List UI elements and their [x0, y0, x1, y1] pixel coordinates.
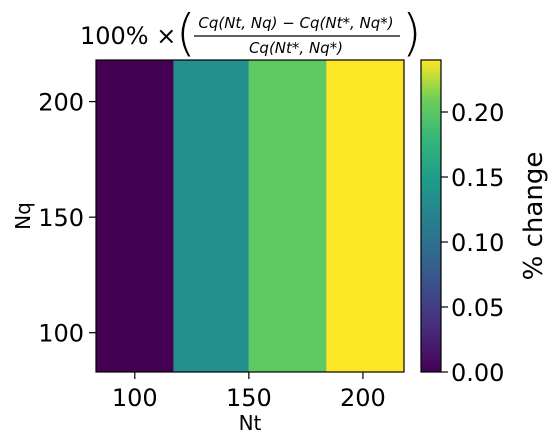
title-denominator: Cq(Nt*, Nq*) [249, 39, 343, 57]
colorbar [420, 59, 442, 373]
x-axis-ticks: 100 150 200 [112, 372, 386, 412]
x-tick-label: 200 [340, 384, 386, 412]
heatmap-cell-3 [326, 60, 404, 372]
heatmap-cell-2 [248, 60, 327, 372]
y-tick-label: 100 [38, 320, 84, 348]
plot-frame [95, 59, 405, 373]
x-axis-label: Nt [239, 411, 262, 435]
x-tick-label: 150 [226, 384, 272, 412]
colorbar-tick-label: 0.20 [451, 99, 504, 127]
chart-title: 100% × ( Cq(Nt, Nq) − Cq(Nt*, Nq*) Cq(Nt… [80, 4, 422, 62]
colorbar-label: % change [519, 152, 549, 281]
colorbar-tick-label: 0.00 [451, 359, 504, 387]
heatmap-cell-0 [96, 60, 174, 372]
colorbar-tick-label: 0.05 [451, 294, 504, 322]
title-right-paren: ) [402, 4, 422, 62]
y-tick-label: 150 [38, 204, 84, 232]
colorbar-tick-label: 0.15 [451, 164, 504, 192]
title-left-paren: ( [176, 4, 196, 62]
heatmap-cells [96, 60, 404, 372]
heatmap-cell-1 [173, 60, 249, 372]
title-prefix: 100% × [80, 22, 176, 50]
x-tick-label: 100 [112, 384, 158, 412]
y-axis-ticks: 100 150 200 [38, 89, 96, 348]
title-numerator: Cq(Nt, Nq) − Cq(Nt*, Nq*) [198, 14, 393, 32]
y-tick-label: 200 [38, 89, 84, 117]
colorbar-tick-label: 0.10 [451, 229, 504, 257]
colorbar-ticks: 0.00 0.05 0.10 0.15 0.20 [441, 99, 504, 387]
y-axis-label: Nq [11, 202, 35, 230]
